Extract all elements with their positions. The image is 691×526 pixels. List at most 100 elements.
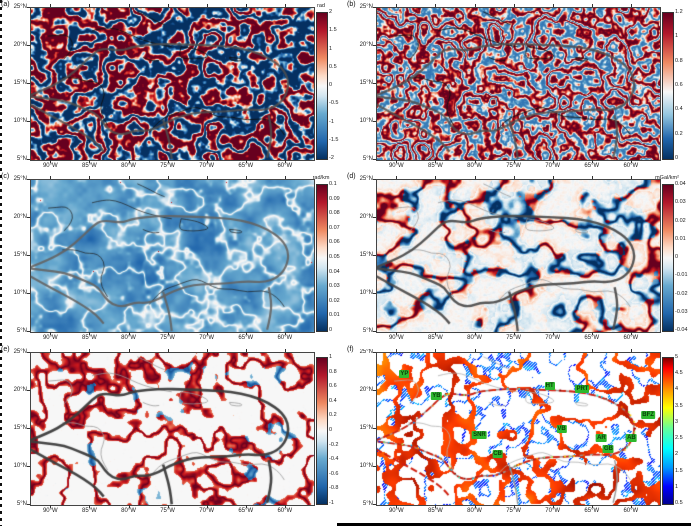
y-tick-label: 10°N (359, 117, 373, 124)
colorbar-tick-label: 4.5 (675, 370, 683, 377)
colorbar-tick-label: 0.02 (329, 297, 340, 304)
panel-letter: (b) (347, 1, 356, 8)
x-tick-label: 90°W (42, 508, 58, 514)
map-area: YP YB HT PRT BFZ VB SNR CB AR AB GB (376, 352, 661, 506)
y-tick-label: 25°N (13, 3, 27, 10)
colorbar-tick-label: 2 (329, 9, 333, 15)
colorbar (316, 184, 328, 332)
map-panel: (c) 25°N 20°N 15°N 10°N 5°N 90°W 85°W 80°W 75°W… (0, 172, 345, 344)
colorbar-tick-label: -1.5 (329, 136, 339, 143)
colorbar (316, 12, 328, 160)
colorbar-tick-label: 1.5 (329, 27, 337, 34)
map-annotation-snr: SNR (472, 430, 487, 439)
x-tick-label: 90°W (388, 163, 404, 169)
x-tick-label: 85°W (428, 508, 443, 514)
x-tick-label: 75°W (160, 335, 175, 341)
y-tick-label: 20°N (13, 41, 27, 48)
map-annotation-yp: YP (399, 369, 410, 378)
x-tick-label: 80°W (121, 335, 136, 341)
y-tick-label: 5°N (362, 327, 373, 334)
map-panel: (e) 25°N 20°N 15°N 10°N 5°N 90°W 85°W 80°W 75°W… (0, 345, 345, 526)
colorbar-tick-label: 0.05 (329, 254, 340, 260)
y-tick-label: 25°N (359, 3, 373, 10)
colorbar-tick-label: -0.04 (675, 327, 688, 333)
x-tick-label: 80°W (467, 508, 482, 514)
map-annotation-gb: GB (602, 445, 614, 454)
x-tick-label: 85°W (428, 335, 443, 341)
colorbar-tick-label: 1 (675, 483, 679, 490)
x-tick-label: 80°W (467, 163, 482, 169)
x-tick-label: 80°W (121, 163, 136, 169)
colorbar-tick-label: 4 (675, 386, 679, 393)
x-tick-label: 65°W (584, 508, 600, 514)
x-tick-label: 85°W (82, 508, 97, 514)
colorbar-tick-label: -0.01 (675, 272, 688, 279)
y-tick-label: 5°N (362, 500, 373, 507)
map-panel: (b) 25°N 20°N 15°N 10°N 5°N 90°W 85°W 80°W 75°W… (346, 0, 691, 172)
map-area (376, 179, 661, 333)
y-tick-label: 15°N (13, 251, 27, 258)
x-tick-label: 70°W (545, 163, 561, 169)
x-tick-label: 60°W (623, 163, 639, 169)
colorbar-tick-label: -1 (329, 500, 334, 506)
y-tick-label: 25°N (359, 348, 373, 355)
colorbar-tick-label: 2.5 (675, 435, 683, 442)
x-tick-label: 90°W (388, 335, 404, 341)
colorbar-tick-label: 1 (329, 354, 333, 360)
y-tick-label: 10°N (359, 289, 373, 296)
colorbar-tick-label: 0.04 (329, 268, 340, 275)
colorbar-tick-label: -0.8 (329, 485, 339, 492)
map-area (30, 7, 315, 161)
y-tick-label: 10°N (13, 117, 27, 124)
colorbar-tick-label: 0 (329, 427, 333, 433)
map-annotation-ab: AB (626, 433, 637, 442)
colorbar-tick-label: -2 (329, 155, 334, 161)
colorbar-tick-label: 1 (675, 33, 679, 40)
colorbar-tick-label: 0.8 (675, 57, 683, 64)
y-tick-label: 5°N (362, 155, 373, 162)
colorbar-tick-label: 0.03 (329, 283, 340, 290)
colorbar-tick-label: 3 (675, 418, 679, 425)
x-tick-label: 65°W (584, 163, 600, 169)
x-tick-label: 65°W (238, 335, 254, 341)
y-tick-label: 25°N (13, 348, 27, 355)
colorbar-tick-label: -0.2 (329, 441, 339, 448)
x-tick-label: 75°W (160, 508, 175, 514)
map-area (30, 352, 315, 506)
colorbar-tick-label: 0 (329, 82, 333, 88)
colorbar-unit-label: mGal/km² (655, 175, 679, 181)
colorbar-tick-label: -0.02 (675, 290, 688, 297)
y-tick-label: 15°N (359, 79, 373, 86)
colorbar-tick-label: -1 (329, 118, 334, 125)
x-tick-label: 70°W (199, 335, 215, 341)
colorbar-tick-label: 0.01 (329, 312, 340, 319)
x-tick-label: 60°W (623, 335, 639, 341)
x-tick-label: 70°W (545, 508, 561, 514)
colorbar-tick-label: 0.01 (675, 235, 686, 242)
y-tick-label: 25°N (13, 175, 27, 182)
colorbar-tick-label: 0.02 (675, 217, 686, 224)
colorbar-tick-label: 0.8 (329, 368, 337, 375)
x-tick-label: 60°W (277, 163, 293, 169)
y-tick-label: 15°N (13, 79, 27, 86)
panel-letter: (e) (1, 346, 10, 353)
colorbar-tick-label: 0 (675, 254, 679, 260)
colorbar-tick-label: 0.1 (329, 181, 337, 187)
x-tick-label: 85°W (82, 163, 97, 169)
panel-letter: (a) (1, 1, 10, 8)
y-tick-label: 25°N (359, 175, 373, 182)
x-tick-label: 60°W (623, 508, 639, 514)
x-tick-label: 85°W (82, 335, 97, 341)
map-annotation-cb: CB (492, 449, 503, 458)
colorbar-tick-label: 0.2 (329, 412, 337, 419)
panel-letter: (f) (347, 346, 354, 353)
x-tick-label: 90°W (42, 163, 58, 169)
colorbar-tick-label: 3.5 (675, 402, 683, 409)
x-tick-label: 60°W (277, 508, 293, 514)
y-tick-label: 15°N (359, 251, 373, 258)
map-canvas (377, 8, 660, 160)
colorbar (662, 184, 674, 332)
y-tick-label: 20°N (13, 386, 27, 393)
colorbar-tick-label: 0.6 (329, 383, 337, 390)
